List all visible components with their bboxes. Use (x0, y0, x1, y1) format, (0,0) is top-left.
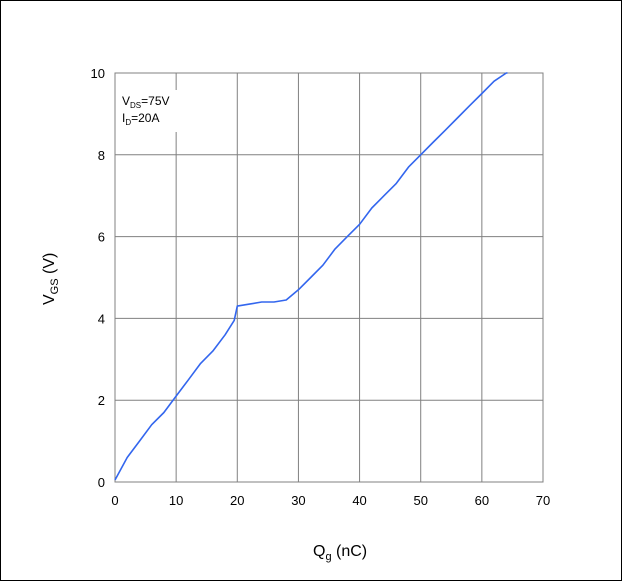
y-tick-label: 6 (98, 230, 105, 245)
plot-border (114, 72, 544, 483)
x-tick-label: 40 (352, 493, 366, 508)
y-tick-label: 2 (98, 393, 105, 408)
y-tick-label: 4 (98, 311, 105, 326)
y-tick-label: 0 (98, 475, 105, 490)
x-tick-label: 30 (291, 493, 305, 508)
x-tick-label: 0 (111, 493, 118, 508)
y-tick-labels: 0 2 4 6 8 10 (91, 66, 105, 490)
annotation-box (118, 90, 180, 132)
x-tick-label: 70 (536, 493, 550, 508)
x-axis-label: Qg (nC) (313, 543, 367, 563)
y-tick-label: 8 (98, 148, 105, 163)
x-tick-label: 10 (169, 493, 183, 508)
plot-area (115, 73, 543, 482)
annotation-vds: VDS=75V (122, 94, 170, 110)
annotation-id: ID=20A (122, 111, 159, 127)
x-tick-label: 50 (413, 493, 427, 508)
x-tick-label: 20 (230, 493, 244, 508)
y-tick-label: 10 (91, 66, 105, 81)
grid (115, 73, 543, 482)
x-tick-label: 60 (475, 493, 489, 508)
vgs-curve (114, 72, 508, 481)
y-axis-label: VGS (V) (41, 253, 61, 305)
x-tick-labels: 0 10 20 30 40 50 60 70 (111, 493, 550, 508)
